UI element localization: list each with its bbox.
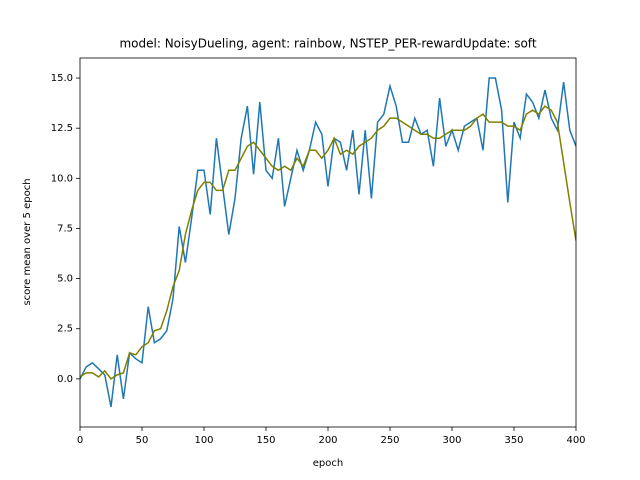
y-tick-label: 0.0 [57,374,73,385]
y-tick-label: 7.5 [57,223,73,234]
plot-frame [79,57,577,428]
chart-title: model: NoisyDueling, agent: rainbow, NST… [119,37,536,51]
x-tick-label: 150 [256,435,275,446]
x-tick-label: 100 [194,435,213,446]
x-tick-label: 400 [566,435,585,446]
y-tick-label: 2.5 [57,324,73,335]
x-axis-label: epoch [313,458,343,469]
line-series [80,105,576,380]
y-axis-label: score mean over 5 epoch [22,178,33,305]
x-tick-label: 300 [442,435,461,446]
line-series [80,77,576,408]
x-tick-label: 0 [77,435,83,446]
x-tick-label: 200 [318,435,337,446]
y-tick-label: 5.0 [57,274,73,285]
x-tick-label: 50 [136,435,149,446]
y-tick-label: 10.0 [51,173,73,184]
y-tick-label: 15.0 [51,73,73,84]
x-tick-label: 250 [380,435,399,446]
y-tick-label: 12.5 [51,123,73,134]
x-tick-label: 350 [504,435,523,446]
